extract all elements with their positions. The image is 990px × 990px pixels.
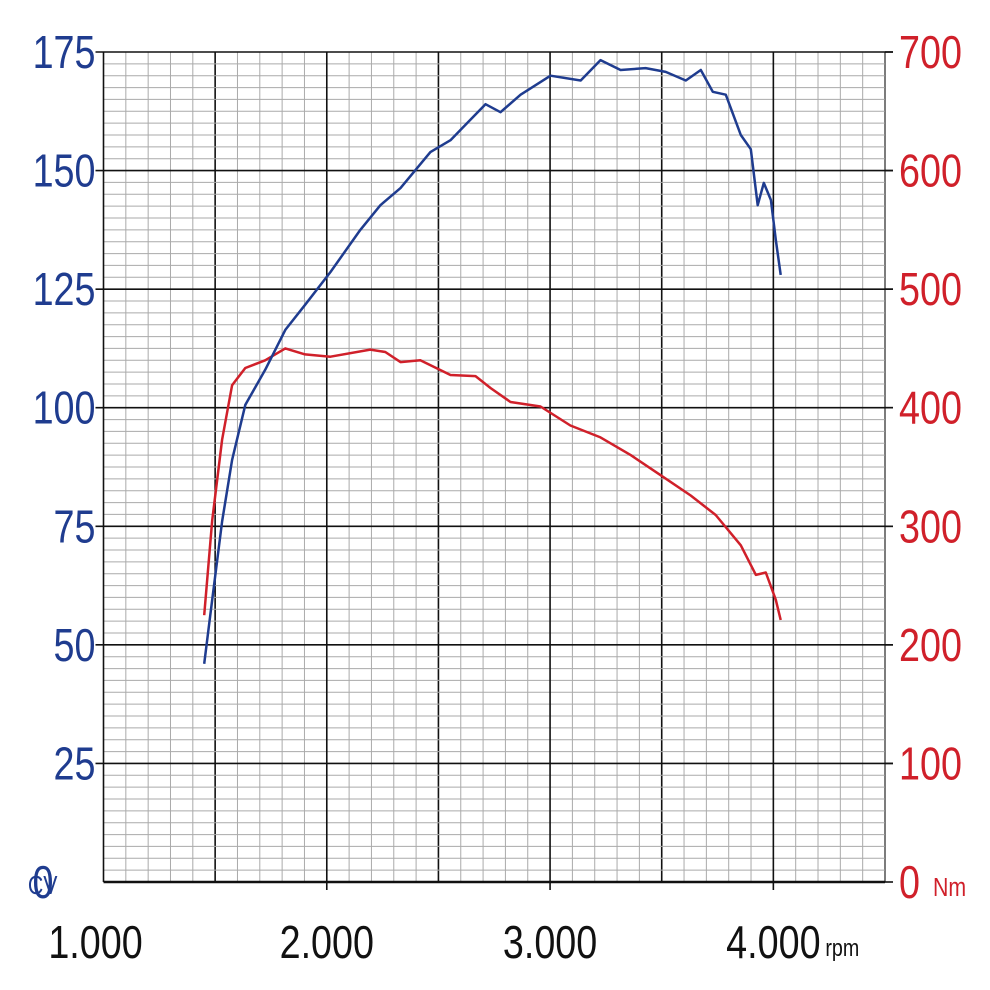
y-tick-label: 0	[33, 856, 54, 907]
y2-tick-label: 200	[899, 619, 962, 670]
x-tick-label: 3.000	[503, 916, 597, 967]
y-tick-label: 125	[33, 264, 96, 315]
y2-tick-label: 100	[899, 738, 962, 789]
y-tick-label: 25	[54, 738, 96, 789]
y2-tick-label: 400	[899, 382, 962, 433]
y2-tick-label: 700	[899, 26, 962, 77]
y-tick-label: 150	[33, 145, 96, 196]
y2-unit: Nm	[933, 873, 966, 903]
y2-tick-label: 500	[899, 264, 962, 315]
data-line	[202, 347, 782, 621]
x-unit: rpm	[825, 934, 859, 961]
y-tick-label: 75	[54, 501, 96, 552]
y-tick-label: 175	[33, 26, 96, 77]
y-tick-label: 100	[33, 382, 96, 433]
y2-tick-label: 300	[899, 501, 962, 552]
y-tick-label: 50	[54, 619, 96, 670]
data-line	[202, 58, 782, 664]
y-unit: CV	[28, 871, 58, 901]
x-tick-label: 4.000	[726, 916, 820, 967]
y2-tick-label: 600	[899, 145, 962, 196]
x-tick-label: 1.000	[48, 916, 142, 967]
x-tick-label: 2.000	[280, 916, 374, 967]
y2-tick-label: 0	[899, 856, 920, 907]
